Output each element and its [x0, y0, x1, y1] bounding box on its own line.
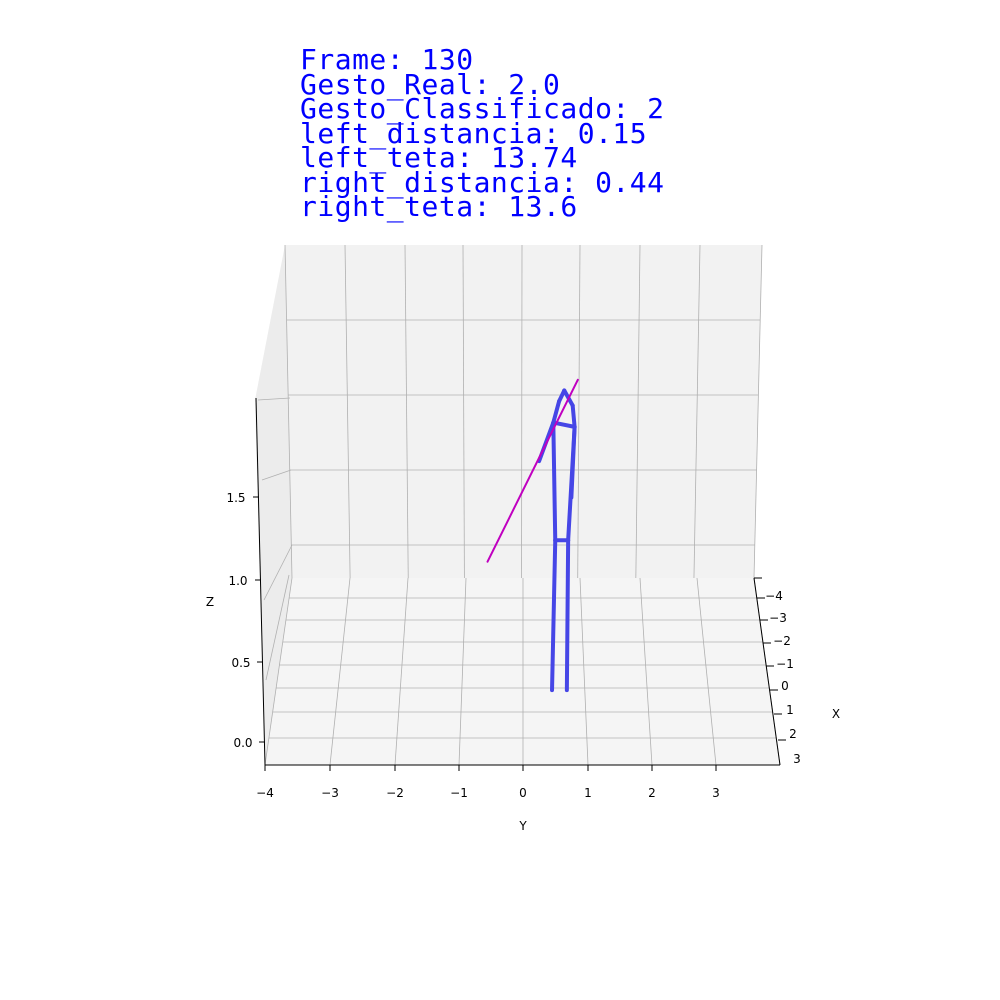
grid-back-v: [693, 244, 701, 579]
y-tick-label: 3: [712, 786, 720, 800]
y-tick-label: −2: [386, 786, 404, 800]
y-tick-label: −3: [321, 786, 339, 800]
x-tick-label: −4: [765, 589, 783, 603]
y-tick-label: −1: [450, 786, 468, 800]
side-pane: [255, 245, 292, 765]
y-axis-title: Y: [518, 819, 527, 833]
data-series: [486, 378, 579, 693]
z-tick-label: 0.5: [231, 656, 250, 670]
overlay-line-left-distancia: left_distancia: 0.15: [300, 116, 648, 150]
overlay-line-left-teta: left_teta: 13.74: [300, 141, 578, 174]
z-axis-line: [255, 397, 266, 766]
x-tick-label: −2: [773, 634, 791, 648]
x-tick-label: 2: [789, 727, 797, 741]
grid-back-v: [284, 244, 293, 579]
z-tick-label: 0.0: [233, 736, 252, 750]
z-tick-label: 1.5: [226, 491, 245, 505]
grid-floor-y: [696, 577, 717, 766]
back-pane: [285, 245, 762, 578]
grid-floor-y: [458, 577, 467, 766]
overlay-line-gesto-classificado: Gesto_Classificado: 2: [300, 92, 665, 125]
skeleton-segment: [570, 403, 577, 429]
grid-floor-y: [394, 577, 409, 766]
grid-back-v: [462, 244, 465, 579]
grid-back-v: [753, 244, 763, 579]
x-tick-label: 0: [781, 679, 789, 693]
pointing-line-segment: [486, 378, 579, 563]
grid-floor-y: [264, 577, 293, 766]
x-tick-label: −3: [769, 611, 787, 625]
x-tick-label: 3: [793, 752, 801, 766]
grid-back-v: [404, 244, 409, 579]
y-tick-label: 1: [584, 786, 592, 800]
grid-floor-y: [639, 577, 653, 766]
frame-info-overlay: Frame: 130 Gesto_Real: 2.0 Gesto_Classific…: [300, 43, 665, 223]
skeleton-segment: [564, 538, 571, 693]
grid-side: [265, 574, 290, 681]
floor-pane: [265, 578, 780, 765]
grid-side: [261, 469, 292, 481]
skeleton-segment: [550, 538, 558, 693]
tick-marks: −4 −3 −2 −1 0 1 2 3 −4 −3 −2 −1 0 1 2 3 0.0 0.5 1.0 1.5 X Y Z: [206, 491, 840, 833]
grid-side: [257, 397, 291, 401]
overlay-line-right-distancia: right_distancia: 0.44: [300, 165, 665, 199]
grid-back-v: [344, 244, 351, 579]
z-axis-title: Z: [206, 595, 214, 609]
overlay-line-frame: Frame: 130: [300, 43, 474, 76]
overlay-line-right-teta: right_teta: 13.6: [300, 190, 578, 223]
grid-floor-y: [329, 577, 351, 766]
x-axis-title: X: [832, 707, 840, 721]
grid-side: [263, 544, 293, 601]
grid-back-v: [577, 244, 581, 579]
y-tick-label: 2: [648, 786, 656, 800]
skeleton-segment: [551, 420, 558, 543]
grid-back-v: [635, 244, 641, 579]
x-axis-line: [753, 577, 781, 766]
skeleton-segment: [566, 424, 577, 543]
y-tick-label: −4: [256, 786, 274, 800]
x-tick-label: −1: [776, 657, 794, 671]
grid-floor-y: [579, 577, 589, 766]
x-tick-label: 1: [786, 703, 794, 717]
y-tick-label: 0: [519, 786, 527, 800]
overlay-line-gesto-real: Gesto_Real: 2.0: [300, 67, 561, 101]
axes-panes: [255, 245, 780, 765]
z-tick-label: 1.0: [228, 574, 247, 588]
skeleton-segment: [551, 399, 562, 425]
